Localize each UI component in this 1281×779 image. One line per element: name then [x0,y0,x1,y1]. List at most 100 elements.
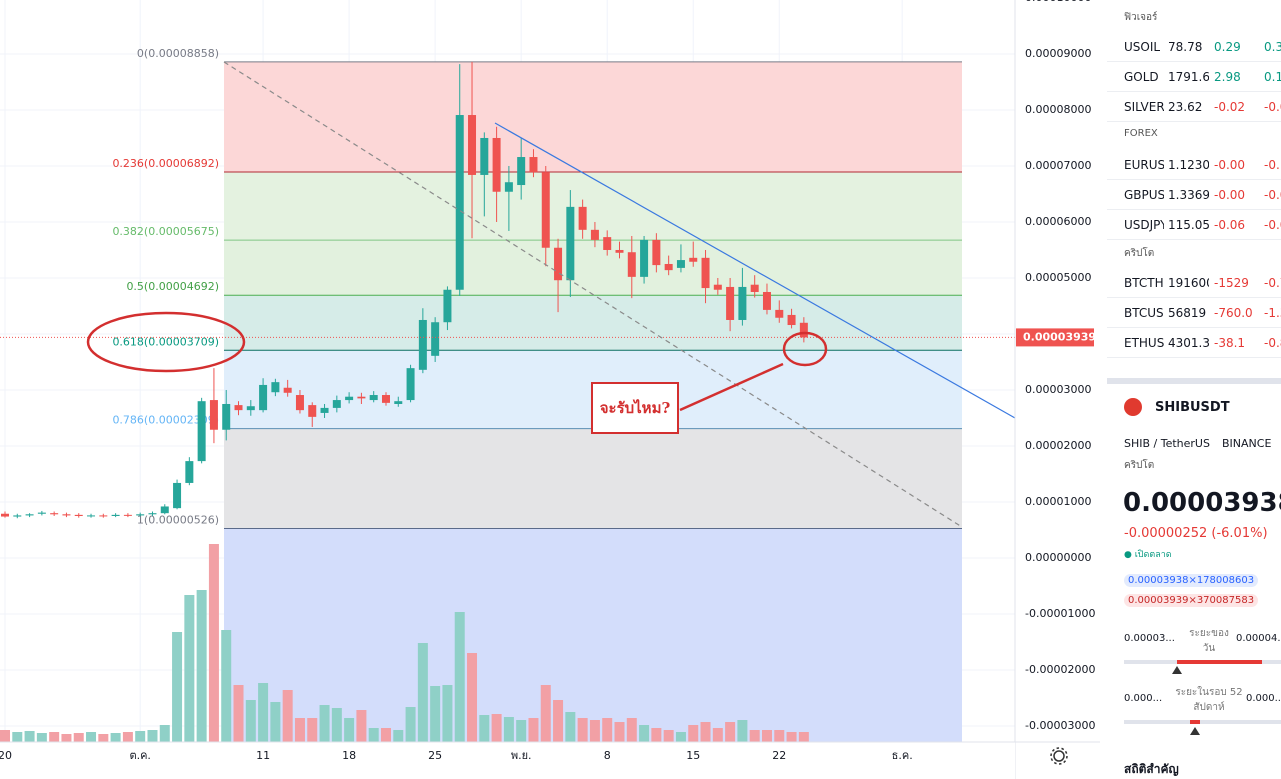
candle-body [74,514,83,516]
section-title: คริปโต [1124,248,1155,259]
candle-body [566,206,575,281]
row-separator [1107,297,1281,298]
day-range-marker [1172,666,1182,674]
volume-bar [467,653,478,742]
watchlist-cell: -0.1 [1264,158,1281,172]
volume-bar [319,705,330,742]
volume-bar [405,707,416,742]
candle-body [209,400,218,430]
watchlist-symbol[interactable]: GOLD [1124,70,1159,84]
candle-body [320,407,329,413]
candle-body [554,247,563,281]
volume-bar [602,718,613,742]
watchlist-symbol[interactable]: GBPUSD [1124,188,1164,202]
candle-body [345,396,354,401]
volume-bar [196,590,207,742]
symbol-name[interactable]: SHIBUSDT [1155,400,1230,415]
watchlist-cell: -0.0 [1264,218,1281,232]
symbol-price: 0.00003938 [1123,488,1281,518]
volume-bar [24,731,35,742]
volume-bar [184,595,195,742]
watchlist-symbol[interactable]: BTCTHB [1124,276,1164,290]
year-low: 0.000... [1124,693,1163,704]
watchlist-cell: -0.00 [1214,158,1246,172]
row-separator [1107,61,1281,62]
candle-body [197,401,206,462]
volume-bar [491,714,502,742]
y-tick-label: 0.00002000 [1025,439,1091,452]
callout-text: จะรับไหม? [600,398,671,417]
volume-bar [258,683,269,742]
watchlist-cell: 1.1230 [1168,158,1209,172]
watchlist-symbol[interactable]: USOIL [1124,40,1161,54]
candle-body [431,322,440,356]
candle-body [234,405,243,411]
volume-bar [774,730,785,742]
row-separator [1107,91,1281,92]
watchlist-symbol[interactable]: SILVER [1124,100,1164,114]
candle-body [713,284,722,290]
settings-icon[interactable] [1050,747,1068,765]
watchlist-symbol[interactable]: USDJPY [1124,218,1164,232]
volume-bar [282,690,293,742]
volume-bar [135,731,146,742]
settings-icon-ring[interactable] [1053,750,1065,762]
symbol-exchange: BINANCE [1222,437,1272,450]
fib-level-label: 1(0.00000526) [137,514,219,527]
watchlist-cell: -1529 [1214,276,1249,290]
settings-icon-teeth[interactable] [1050,747,1068,765]
volume-bar [49,732,60,742]
candle-body [271,382,280,393]
candle-body [689,257,698,262]
volume-bar [663,730,674,742]
section-title: ฟิวเจอร์ [1124,12,1158,23]
callout-box [591,382,679,434]
volume-bar [110,733,121,742]
candle-body [726,286,735,320]
volume-bar [503,717,514,742]
watchlist-cell: -38.1 [1214,336,1246,350]
volume-bar [442,685,453,742]
stats-title: สถิติสำคัญ [1124,762,1179,776]
watchlist-cell: -0.02 [1214,100,1246,114]
volume-bar [61,734,72,742]
fib-zone [224,295,962,351]
candle-body [222,403,231,430]
watchlist-symbol[interactable]: ETHUSD [1124,336,1164,350]
volume-bar [614,722,625,742]
candle-body [246,406,255,411]
watchlist-symbol[interactable]: EURUSD [1124,158,1164,172]
section-divider [1107,378,1281,384]
candle-body [136,514,145,516]
candle-body [160,506,169,514]
volume-bar [639,725,650,742]
fib-level-label: 0.786(0.00002309) [112,414,219,427]
fib-zone [224,528,962,742]
candle-body [504,182,513,192]
candle-body [676,260,685,268]
x-tick-label: 20 [0,749,12,762]
y-tick-label: -0.00002000 [1025,663,1095,676]
volume-bar [344,718,355,742]
watchlist-cell: -0.0 [1264,100,1281,114]
candle-body [652,239,661,266]
volume-bar [479,715,490,742]
fib-layer: 0(0.00008858) 0.236(0.00006892) 0.382(0.00… [112,47,962,742]
candle-body [701,257,710,289]
volume-bar [516,720,527,742]
year-range-bar [1124,720,1281,724]
volume-layer [0,544,809,742]
day-range-label: ระยะของวัน [1189,628,1229,654]
candle-body [775,309,784,318]
watchlist-cell: 56819 [1168,306,1207,320]
watchlist-symbol[interactable]: BTCUSD [1124,306,1164,320]
fib-trend-line [223,61,963,528]
row-separator [1107,327,1281,328]
volume-bar [712,728,723,742]
candle-body [332,400,341,408]
y-tick-label: 0.00003000 [1025,383,1091,396]
fib-zone [224,240,962,296]
candle-body [62,514,71,516]
